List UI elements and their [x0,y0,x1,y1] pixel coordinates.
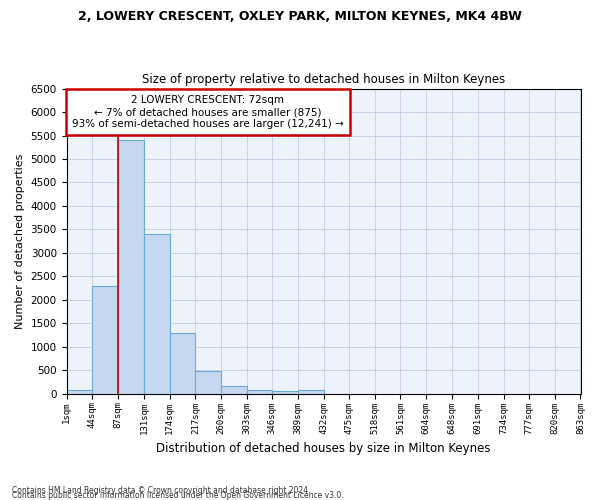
Bar [118,140,144,394]
Bar [298,390,323,394]
X-axis label: Distribution of detached houses by size in Milton Keynes: Distribution of detached houses by size … [156,442,491,455]
Y-axis label: Number of detached properties: Number of detached properties [15,154,25,329]
Bar [92,286,118,394]
Text: Contains public sector information licensed under the Open Government Licence v3: Contains public sector information licen… [12,491,344,500]
Bar [221,386,247,394]
Text: 2 LOWERY CRESCENT: 72sqm
← 7% of detached houses are smaller (875)
93% of semi-d: 2 LOWERY CRESCENT: 72sqm ← 7% of detache… [72,96,344,128]
Bar [67,390,92,394]
Bar [196,372,221,394]
Bar [272,392,298,394]
Title: Size of property relative to detached houses in Milton Keynes: Size of property relative to detached ho… [142,73,505,86]
Text: Contains HM Land Registry data © Crown copyright and database right 2024.: Contains HM Land Registry data © Crown c… [12,486,311,495]
Text: 2, LOWERY CRESCENT, OXLEY PARK, MILTON KEYNES, MK4 4BW: 2, LOWERY CRESCENT, OXLEY PARK, MILTON K… [78,10,522,23]
Bar [247,390,272,394]
Bar [170,332,196,394]
Bar [144,234,170,394]
